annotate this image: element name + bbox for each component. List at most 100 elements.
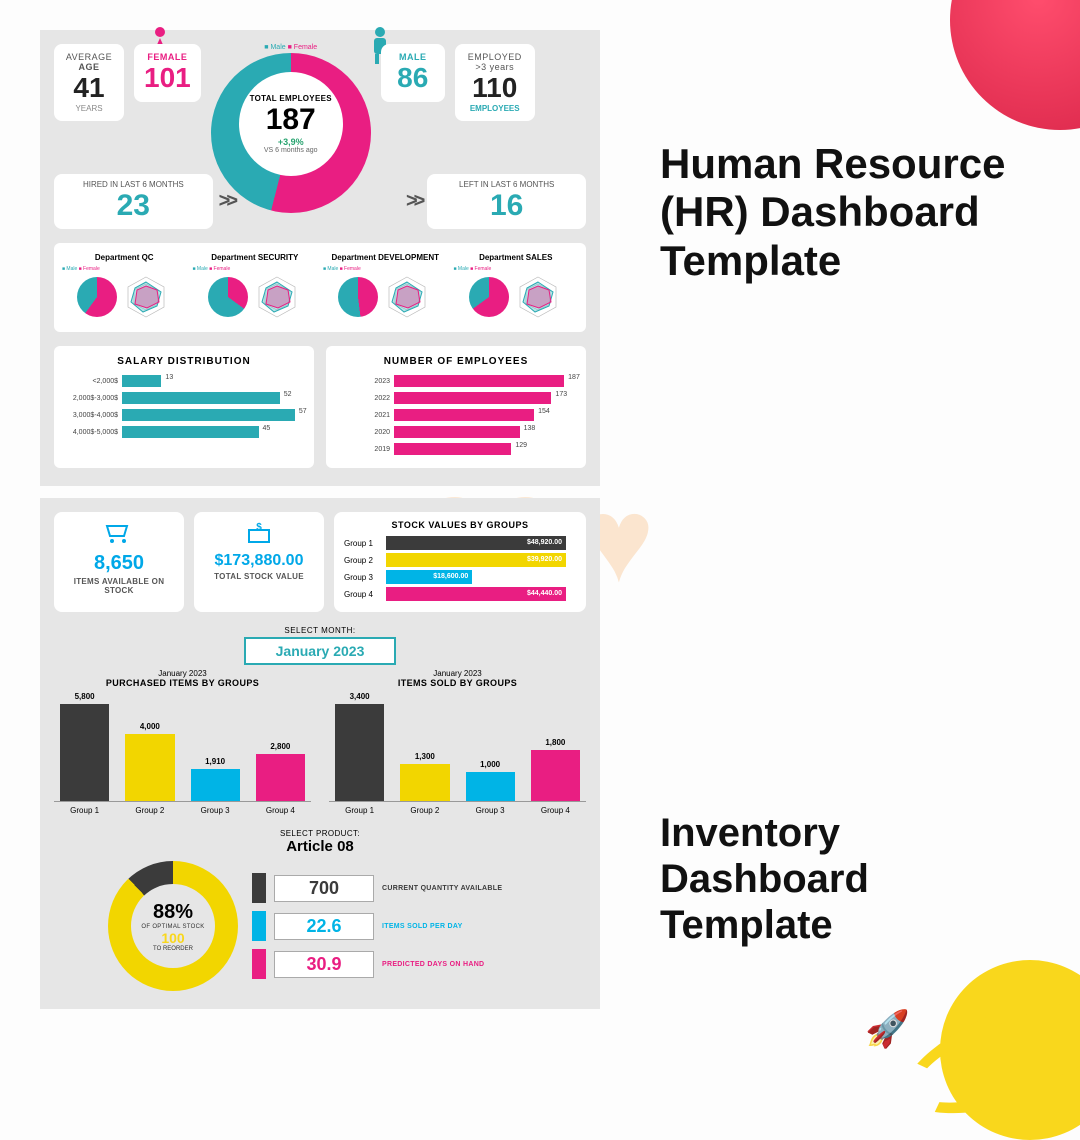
hbar-row: 2021154 xyxy=(336,409,576,421)
vbar: 5,800 xyxy=(60,704,109,801)
employed-card: EMPLOYED >3 years 110 EMPLOYEES xyxy=(455,44,535,121)
purchased-month: January 2023 xyxy=(54,669,311,678)
stat-list: 700 CURRENT QUANTITY AVAILABLE 22.6 ITEM… xyxy=(252,873,586,979)
hbar-row: 2020138 xyxy=(336,426,576,438)
employees-title: NUMBER OF EMPLOYEES xyxy=(336,356,576,367)
mini-radar xyxy=(252,272,302,322)
vbar-category: Group 1 xyxy=(60,806,109,815)
avg-age-unit: YEARS xyxy=(64,104,114,113)
stock-value-label: TOTAL STOCK VALUE xyxy=(204,572,314,581)
department: Department SALES ■ Male ■ Female xyxy=(454,253,579,322)
avg-age-sublabel: AGE xyxy=(64,62,114,72)
hbar-row: 3,000$-4,000$57 xyxy=(64,409,304,421)
avg-age-value: 41 xyxy=(64,74,114,102)
dashboards-column: AVERAGE AGE 41 YEARS FEMALE 101 Male Fem… xyxy=(40,30,600,1009)
employed-sublabel: >3 years xyxy=(465,62,525,72)
items-available-value: 8,650 xyxy=(64,552,174,575)
stock-value-row: Group 3$18,600.00 xyxy=(344,570,576,584)
female-value: 101 xyxy=(144,64,191,92)
vbar: 1,000 xyxy=(466,772,515,801)
items-available-card: 8,650 ITEMS AVAILABLE ON STOCK xyxy=(54,512,184,612)
stock-values-chart: STOCK VALUES BY GROUPS Group 1$48,920.00… xyxy=(334,512,586,612)
hbar-row: 2,000$-3,000$52 xyxy=(64,392,304,404)
vbar: 1,910 xyxy=(191,769,240,801)
vbar: 3,400 xyxy=(335,704,384,801)
items-available-label: ITEMS AVAILABLE ON STOCK xyxy=(64,577,174,595)
decor-planet xyxy=(940,960,1080,1140)
stock-value-value: $173,880.00 xyxy=(204,552,314,570)
salary-chart: SALARY DISTRIBUTION <2,000$13 2,000$-3,00… xyxy=(54,346,314,468)
male-value: 86 xyxy=(391,64,435,92)
mini-radar xyxy=(382,272,432,322)
inventory-bottom-row: 88% OF OPTIMAL STOCK 100 TO REORDER 700 … xyxy=(54,861,586,991)
employees-chart: NUMBER OF EMPLOYEES 2023187 2022173 202115… xyxy=(326,346,586,468)
donut-delta: +3,9% xyxy=(278,137,304,147)
optimal-reorder: 100 xyxy=(161,930,184,946)
department: Department SECURITY ■ Male ■ Female xyxy=(193,253,318,322)
donut-label: TOTAL EMPLOYEES xyxy=(250,94,332,103)
female-card: FEMALE 101 xyxy=(134,44,201,102)
female-label: FEMALE xyxy=(144,52,191,62)
product-select-input[interactable]: Article 08 xyxy=(54,838,586,855)
vbar: 2,800 xyxy=(256,754,305,801)
svg-text:$: $ xyxy=(256,522,262,533)
sold-chart: January 2023 ITEMS SOLD BY GROUPS 3,400 1… xyxy=(329,669,586,815)
hbar-row: 2019129 xyxy=(336,443,576,455)
mini-radar xyxy=(121,272,171,322)
optimal-pct: 88% xyxy=(153,901,193,924)
inventory-title: Inventory Dashboard Template xyxy=(660,810,1040,948)
mini-pie xyxy=(469,277,509,317)
hr-charts: SALARY DISTRIBUTION <2,000$13 2,000$-3,00… xyxy=(54,346,586,468)
mini-pie xyxy=(338,277,378,317)
kpi-row: AVERAGE AGE 41 YEARS FEMALE 101 Male Fem… xyxy=(54,44,586,204)
hbar-row: 4,000$-5,000$45 xyxy=(64,426,304,438)
hbar-row: 2023187 xyxy=(336,375,576,387)
mini-radar xyxy=(513,272,563,322)
product-select: SELECT PRODUCT: Article 08 xyxy=(54,829,586,855)
cart-icon xyxy=(64,522,174,550)
department: Department DEVELOPMENT ■ Male ■ Female xyxy=(323,253,448,322)
hbar-row: <2,000$13 xyxy=(64,375,304,387)
inventory-dashboard-panel: 8,650 ITEMS AVAILABLE ON STOCK $ $173,88… xyxy=(40,498,600,1009)
salary-title: SALARY DISTRIBUTION xyxy=(64,356,304,367)
hbar-row: 2022173 xyxy=(336,392,576,404)
optimal-reorder-label: TO REORDER xyxy=(153,946,193,952)
stat-row: 700 CURRENT QUANTITY AVAILABLE xyxy=(252,873,586,903)
vbar-category: Group 4 xyxy=(531,806,580,815)
stat-row: 22.6 ITEMS SOLD PER DAY xyxy=(252,911,586,941)
donut-value: 187 xyxy=(266,103,316,137)
purchased-chart: January 2023 PURCHASED ITEMS BY GROUPS 5… xyxy=(54,669,311,815)
money-box-icon: $ xyxy=(204,522,314,550)
department-row: Department QC ■ Male ■ Female Department… xyxy=(54,243,586,332)
sold-month: January 2023 xyxy=(329,669,586,678)
stock-value-row: Group 1$48,920.00 xyxy=(344,536,576,550)
vbar-category: Group 3 xyxy=(466,806,515,815)
hr-dashboard-panel: AVERAGE AGE 41 YEARS FEMALE 101 Male Fem… xyxy=(40,30,600,486)
donut-legend: Male Female xyxy=(211,44,371,51)
stock-value-card: $ $173,880.00 TOTAL STOCK VALUE xyxy=(194,512,324,612)
employed-value: 110 xyxy=(465,74,525,102)
department-title: Department QC xyxy=(62,253,187,262)
stock-value-row: Group 4$44,440.00 xyxy=(344,587,576,601)
optimal-stock-donut: 88% OF OPTIMAL STOCK 100 TO REORDER xyxy=(108,861,238,991)
mini-pie xyxy=(77,277,117,317)
sold-title: ITEMS SOLD BY GROUPS xyxy=(329,678,586,688)
inventory-top-row: 8,650 ITEMS AVAILABLE ON STOCK $ $173,88… xyxy=(54,512,586,612)
month-select-label: SELECT MONTH: xyxy=(54,626,586,635)
male-card: MALE 86 xyxy=(381,44,445,102)
department-title: Department SALES xyxy=(454,253,579,262)
product-select-label: SELECT PRODUCT: xyxy=(54,829,586,838)
employed-unit: EMPLOYEES xyxy=(465,104,525,113)
stat-row: 30.9 PREDICTED DAYS ON HAND xyxy=(252,949,586,979)
department: Department QC ■ Male ■ Female xyxy=(62,253,187,322)
vbar: 1,300 xyxy=(400,764,449,801)
vbar: 1,800 xyxy=(531,750,580,801)
employed-label: EMPLOYED xyxy=(465,52,525,62)
vbar-category: Group 3 xyxy=(191,806,240,815)
avg-age-card: AVERAGE AGE 41 YEARS xyxy=(54,44,124,121)
donut-vs: VS 6 months ago xyxy=(264,147,318,154)
department-title: Department SECURITY xyxy=(193,253,318,262)
month-select-input[interactable]: January 2023 xyxy=(244,637,397,665)
department-title: Department DEVELOPMENT xyxy=(323,253,448,262)
vbar-category: Group 2 xyxy=(125,806,174,815)
